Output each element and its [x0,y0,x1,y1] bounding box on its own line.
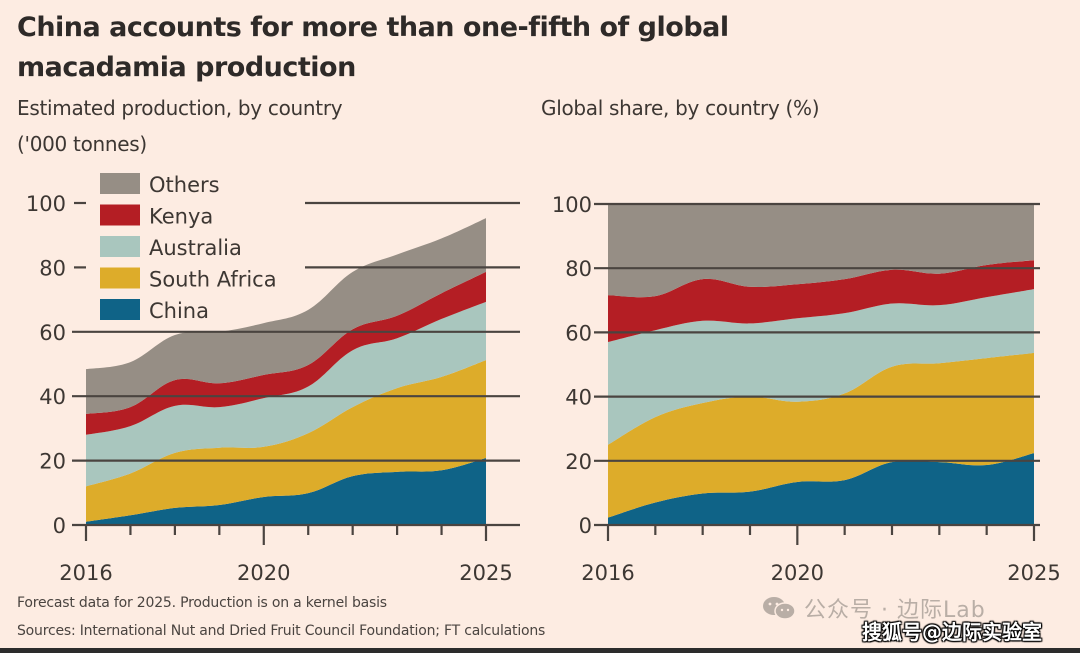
x-axis: 2016 2020 2025 [581,525,1061,585]
legend-item-china: China [100,299,209,323]
area-kenya [608,260,1034,342]
stacked-areas [86,218,486,525]
y-tick-label: 20 [565,450,592,474]
y-tick-label: 60 [565,321,592,345]
legend-swatch [100,173,140,194]
sohu-watermark: 搜狐号@边际实验室 [862,620,1042,644]
wechat-icon [763,597,796,620]
legend-swatch [100,236,140,257]
area-china [608,453,1034,525]
area-australia [608,289,1034,445]
share-chart: 0 20 40 60 80 100 2016 2020 2025 [552,193,1061,585]
x-tick-label: 2025 [1007,561,1060,585]
x-tick-label: 2020 [771,561,824,585]
legend: Others Kenya Australia South Africa China [100,173,277,323]
y-tick-label: 60 [39,321,66,345]
y-tick-label: 0 [53,514,66,538]
x-tick-label: 2016 [59,561,112,585]
footnote: Forecast data for 2025. Production is on… [17,595,387,611]
legend-item-australia: Australia [100,236,242,260]
legend-label: Others [149,173,220,197]
legend-swatch [100,204,140,226]
x-axis: 2016 2020 2025 [59,525,513,585]
legend-label: Kenya [149,205,213,229]
y-axis: 0 20 40 60 80 100 [552,193,1040,538]
area-china [86,458,486,525]
x-tick-label: 2025 [459,561,512,585]
left-chart-units: ('000 tonnes) [17,132,147,156]
y-axis: 0 20 40 60 80 100 [26,192,520,538]
area-others [608,204,1034,298]
y-tick-label: 40 [39,385,66,409]
area-south-africa [608,352,1034,518]
left-chart-subtitle: Estimated production, by country ('000 t… [17,90,343,162]
legend-label: Australia [149,236,242,260]
y-tick-label: 80 [39,256,66,280]
production-chart: 0 20 40 60 80 100 2016 2020 2025 [26,192,520,585]
sources-note: Sources: International Nut and Dried Fru… [17,623,546,639]
y-tick-label: 80 [565,257,592,281]
area-south-africa [86,360,486,522]
y-tick-label: 40 [565,386,592,410]
chart-title: China accounts for more than one-fifth o… [17,12,729,83]
area-kenya [86,271,486,435]
right-chart-title: Global share, by country (%) [541,96,820,120]
legend-item-kenya: Kenya [100,204,213,229]
bottom-border [0,648,1080,653]
y-tick-label: 100 [552,193,592,217]
left-chart-title: Estimated production, by country [17,96,343,120]
legend-item-south-africa: South Africa [100,267,277,292]
stacked-areas [608,204,1034,525]
legend-label: South Africa [149,268,277,292]
y-tick-label: 100 [26,192,66,216]
x-tick-label: 2020 [237,561,290,585]
y-tick-label: 0 [579,514,592,538]
legend-swatch [100,267,140,289]
legend-item-others: Others [100,173,220,197]
area-australia [86,301,486,487]
wechat-watermark-text: 公众号 · 边际Lab [804,598,986,623]
legend-label: China [149,299,209,323]
wechat-watermark: 公众号 · 边际Lab [762,592,986,624]
x-tick-label: 2016 [581,561,634,585]
legend-swatch [100,299,140,320]
y-tick-label: 20 [39,450,66,474]
